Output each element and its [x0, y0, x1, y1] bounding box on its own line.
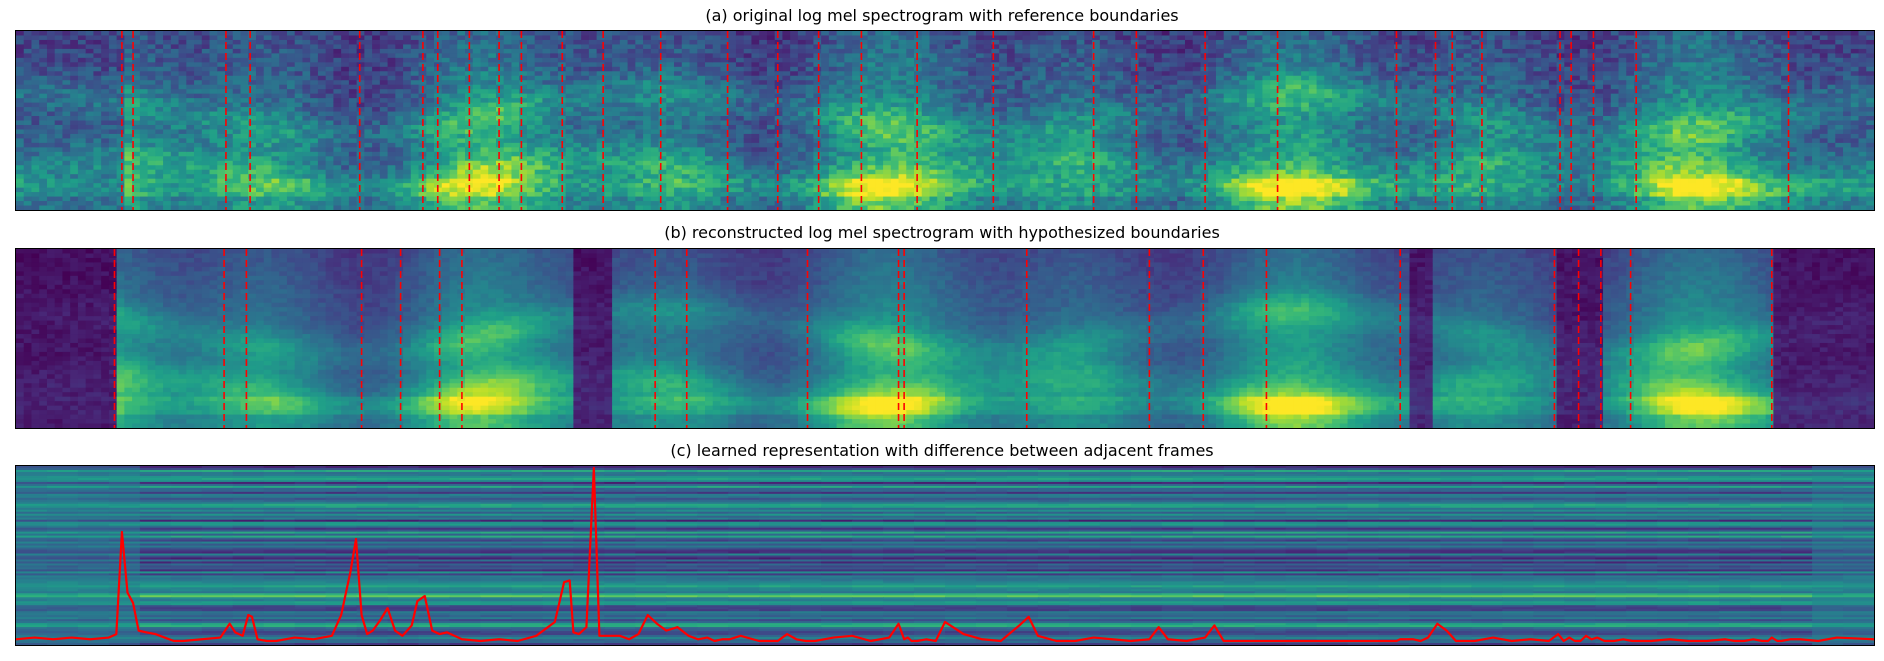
panel-a-heatmap [16, 31, 1874, 210]
panel-b-title: (b) reconstructed log mel spectrogram wi… [0, 224, 1884, 242]
representation-cells [16, 466, 1874, 645]
panel-b-heatmap [16, 249, 1874, 428]
boundary-lines [113, 249, 1773, 428]
spectrogram-cells [16, 249, 1874, 428]
panel-c-plot [15, 465, 1875, 646]
spectrogram-cells [16, 31, 1874, 210]
panel-c-title: (c) learned representation with differen… [0, 442, 1884, 460]
difference-line [16, 466, 1874, 643]
panel-a-title: (a) original log mel spectrogram with re… [0, 7, 1884, 25]
panel-a-plot [15, 30, 1875, 211]
panel-b-plot [15, 248, 1875, 429]
panel-c-heatmap [16, 466, 1874, 645]
boundary-lines [121, 31, 1790, 210]
